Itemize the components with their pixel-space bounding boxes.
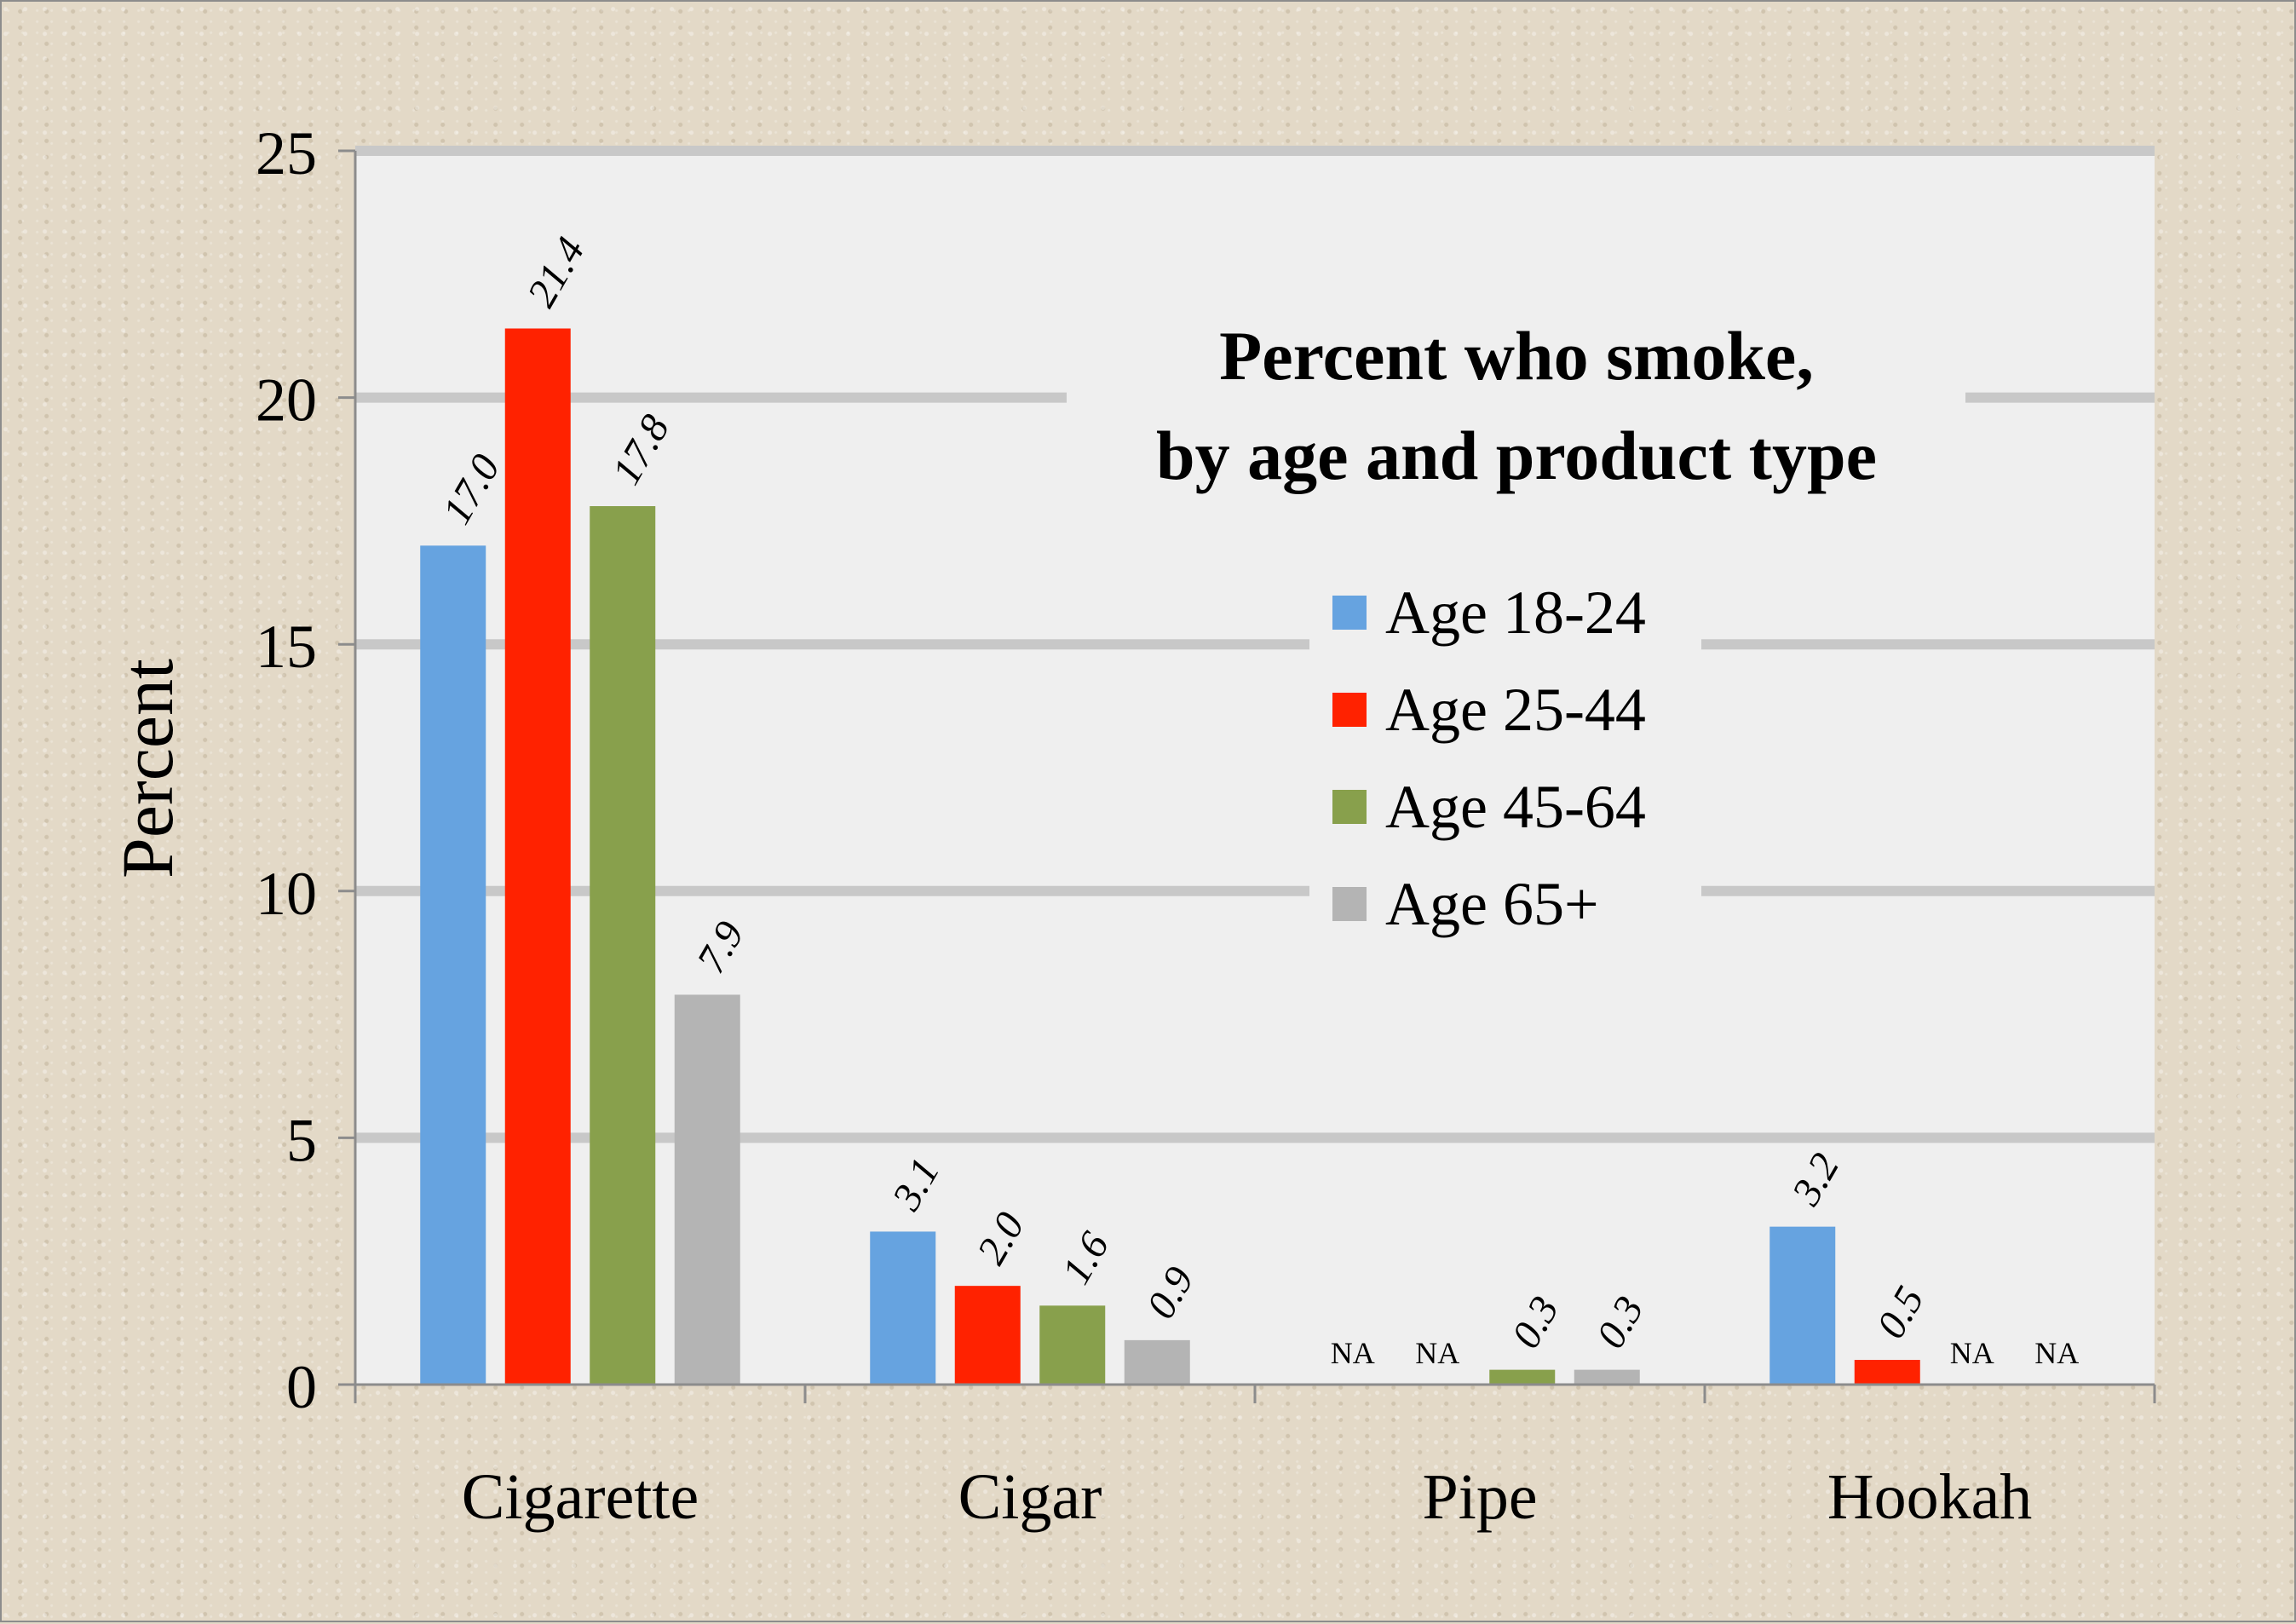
bar (1854, 1360, 1920, 1385)
bar (1039, 1305, 1106, 1385)
chart-subtitle: by age and product type (1156, 417, 1877, 494)
bar-value-label: NA (1331, 1336, 1375, 1370)
y-tick-label: 25 (256, 119, 317, 187)
chart-title: Percent who smoke, (1219, 317, 1814, 394)
bar-value-label: NA (2034, 1336, 2079, 1370)
legend-swatch (1332, 693, 1367, 727)
bar (674, 994, 740, 1385)
bar (1124, 1339, 1190, 1385)
bar (1489, 1369, 1556, 1385)
axes (354, 151, 2156, 1403)
y-tick-label: 20 (256, 366, 317, 435)
y-tick-label: 10 (256, 860, 317, 928)
bar (870, 1231, 936, 1385)
x-tick-labels: Cigarette Cigar Pipe Hookah (462, 1461, 2033, 1533)
category-label: Cigarette (462, 1461, 699, 1533)
legend-label: Age 18-24 (1385, 579, 1646, 647)
legend: Age 18-24 Age 25-44 Age 45-64 Age 65+ (1332, 579, 1646, 938)
y-tick-label: 5 (286, 1106, 317, 1174)
y-tick-label: 0 (286, 1353, 317, 1421)
legend-box (1309, 577, 1701, 969)
bars (420, 328, 1920, 1385)
category-label: Hookah (1827, 1461, 2033, 1533)
bar (504, 328, 571, 1385)
y-tick-label: 15 (256, 613, 317, 681)
legend-swatch (1332, 887, 1367, 921)
bar (1574, 1369, 1640, 1385)
legend-label: Age 65+ (1385, 870, 1599, 938)
legend-swatch (1332, 790, 1367, 824)
legend-label: Age 25-44 (1385, 676, 1646, 744)
bar (590, 506, 656, 1385)
y-tick-labels: 0 5 10 15 20 25 (256, 119, 317, 1421)
bar (1769, 1226, 1836, 1385)
bar (954, 1286, 1021, 1385)
legend-label: Age 45-64 (1385, 773, 1646, 841)
bar-value-label: NA (1415, 1336, 1459, 1370)
category-label: Cigar (958, 1461, 1102, 1533)
bar-value-label: NA (1950, 1336, 1994, 1370)
category-label: Pipe (1422, 1461, 1537, 1533)
legend-swatch (1332, 596, 1367, 630)
bar (420, 545, 486, 1385)
y-axis-label: Percent (106, 659, 188, 878)
title-box (1067, 296, 1965, 521)
